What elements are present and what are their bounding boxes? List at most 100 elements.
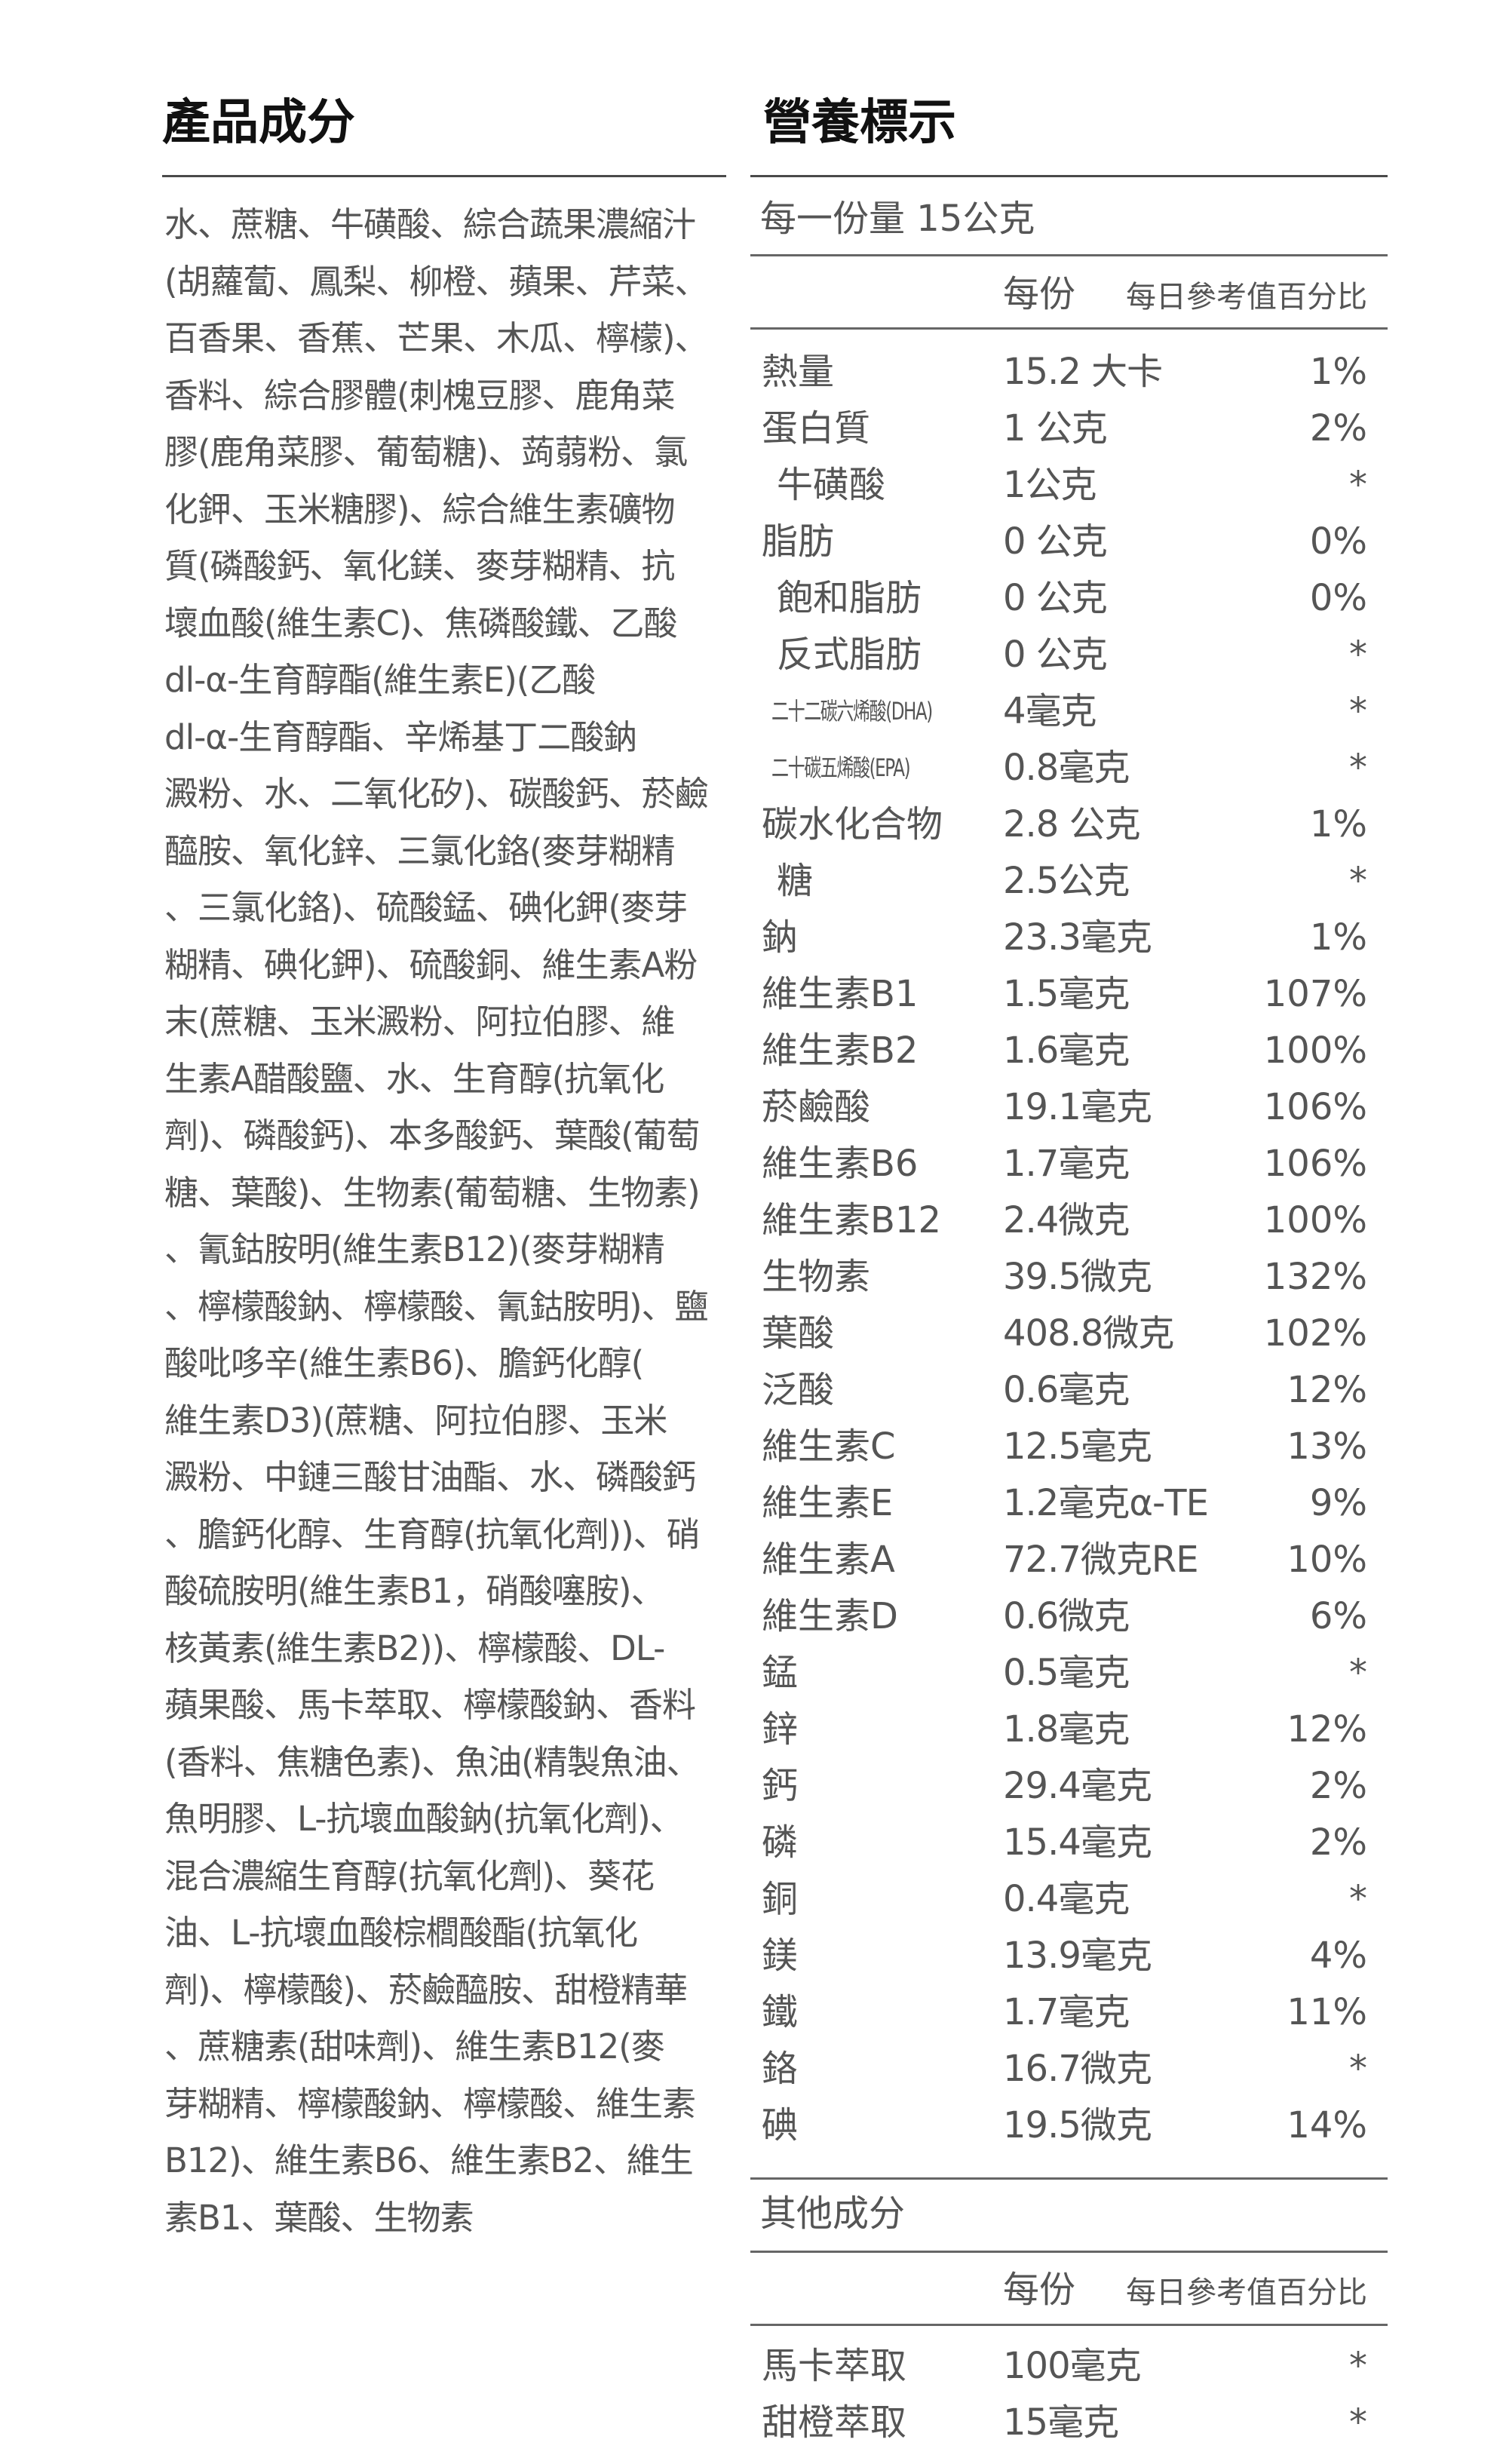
- daily-value-percent: 2%: [1309, 1821, 1367, 1864]
- nutrient-amount: 12.5毫克: [1003, 1425, 1152, 1468]
- nutrient-row: 菸鹼酸 19.1毫克 106%: [750, 1079, 1388, 1136]
- nutrient-amount: 0 公克: [1003, 577, 1108, 619]
- nutrient-row: 熱量 15.2 大卡 1%: [750, 344, 1388, 400]
- ingredients-line: 香料、綜合膠體(刺槐豆膠、鹿角菜: [164, 375, 676, 416]
- daily-value-percent: 106%: [1263, 1086, 1367, 1128]
- daily-value-percent: *: [1349, 464, 1367, 506]
- nutrient-name: 牛磺酸: [777, 464, 886, 506]
- nutrient-amount: 23.3毫克: [1003, 916, 1152, 959]
- daily-value-percent: 14%: [1287, 2104, 1367, 2146]
- nutrient-row: 鋅 1.8毫克 12%: [750, 1701, 1388, 1758]
- ingredients-line: 糖、葉酸)、生物素(葡萄糖、生物素): [164, 1172, 701, 1213]
- ingredients-line: 、檸檬酸鈉、檸檬酸、氰鈷胺明)、鹽: [164, 1286, 709, 1327]
- nutrient-amount: 0 公克: [1003, 520, 1108, 563]
- nutrient-name: 脂肪: [762, 520, 835, 563]
- per-serving-header: 每份: [1003, 273, 1076, 315]
- nutrient-row: 維生素B1 1.5毫克 107%: [750, 966, 1388, 1023]
- nutrient-name: 磷: [762, 1821, 799, 1864]
- nutrient-amount: 29.4毫克: [1003, 1765, 1152, 1807]
- nutrient-row: 甜橙萃取 15毫克 *: [750, 2395, 1388, 2451]
- daily-value-percent: *: [1349, 1652, 1367, 1694]
- daily-value-percent: *: [1349, 747, 1367, 789]
- daily-value-percent: 1%: [1309, 351, 1367, 393]
- daily-value-percent: 4%: [1309, 1935, 1367, 1977]
- nutrient-amount: 0 公克: [1003, 634, 1108, 676]
- nutrition-table: 熱量 15.2 大卡 1% 蛋白質 1 公克 2% 牛磺酸 1公克 * 脂肪 0 公克 0% 飽和脂肪 0…: [750, 344, 1388, 2154]
- ingredients-line: 、氰鈷胺明(維生素B12)(麥芽糊精: [164, 1229, 665, 1269]
- nutrient-row: 磷 15.4毫克 2%: [750, 1815, 1388, 1871]
- ingredients-line: 素B1、葉酸、生物素: [164, 2197, 474, 2238]
- nutrient-row: 碘 19.5微克 14%: [750, 2097, 1388, 2154]
- ingredients-line: 末(蔗糖、玉米澱粉、阿拉伯膠、維: [164, 1002, 676, 1042]
- nutrient-name: 二十二碳六烯酸(DHA): [771, 697, 933, 726]
- nutrient-name: 銅: [762, 1878, 799, 1920]
- nutrient-row: 飽和脂肪 0 公克 0%: [750, 570, 1388, 627]
- ingredients-line: 酸吡哆辛(維生素B6)、膽鈣化醇(: [164, 1343, 644, 1383]
- nutrient-row: 馬卡萃取 100毫克 *: [750, 2338, 1388, 2395]
- divider: [750, 254, 1388, 256]
- ingredients-line: dl-α-生育醇酯(維生素E)(乙酸: [164, 660, 596, 700]
- nutrient-row: 鎂 13.9毫克 4%: [750, 1928, 1388, 1984]
- daily-value-percent: 10%: [1287, 1539, 1367, 1581]
- nutrition-title: 營養標示: [763, 95, 956, 151]
- nutrient-name: 鈉: [762, 916, 799, 959]
- nutrient-name: 維生素D: [762, 1595, 898, 1637]
- ingredients-line: 魚明膠、L-抗壞血酸鈉(抗氧化劑)、: [164, 1799, 684, 1839]
- nutrient-name: 維生素E: [762, 1482, 894, 1524]
- divider: [750, 2177, 1388, 2180]
- nutrient-name: 維生素C: [762, 1425, 896, 1468]
- nutrient-row: 脂肪 0 公克 0%: [750, 514, 1388, 570]
- nutrient-amount: 1.7毫克: [1003, 1991, 1130, 2033]
- divider: [750, 2324, 1388, 2326]
- ingredients-line: 百香果、香蕉、芒果、木瓜、檸檬)、: [164, 318, 709, 358]
- nutrient-name: 維生素A: [762, 1539, 895, 1581]
- ingredients-line: 、蔗糖素(甜味劑)、維生素B12(麥: [164, 2027, 665, 2067]
- ingredients-line: 混合濃縮生育醇(抗氧化劑)、葵花: [164, 1855, 655, 1896]
- nutrient-name: 二十碳五烯酸(EPA): [771, 753, 911, 782]
- nutrient-row: 牛磺酸 1公克 *: [750, 457, 1388, 514]
- ingredients-title: 產品成分: [162, 95, 355, 151]
- nutrient-row: 葉酸 408.8微克 102%: [750, 1306, 1388, 1362]
- nutrient-amount: 2.5公克: [1003, 860, 1130, 902]
- nutrient-row: 維生素B2 1.6毫克 100%: [750, 1023, 1388, 1079]
- nutrient-amount: 72.7微克RE: [1003, 1539, 1199, 1581]
- nutrient-row: 鐵 1.7毫克 11%: [750, 1984, 1388, 2041]
- ingredients-line: 質(磷酸鈣、氧化鎂、麥芽糊精、抗: [164, 546, 676, 586]
- nutrient-amount: 1.2毫克α-TE: [1003, 1482, 1209, 1524]
- daily-value-percent: 106%: [1263, 1143, 1367, 1185]
- ingredients-line: (香料、焦糖色素)、魚油(精製魚油、: [164, 1741, 701, 1782]
- nutrient-row: 銅 0.4毫克 *: [750, 1871, 1388, 1928]
- nutrient-amount: 0.8毫克: [1003, 747, 1130, 789]
- daily-value-percent: 0%: [1309, 577, 1367, 619]
- nutrient-name: 泛酸: [762, 1369, 835, 1411]
- nutrient-amount: 1 公克: [1003, 407, 1108, 450]
- daily-value-percent: 13%: [1287, 1425, 1367, 1468]
- nutrient-amount: 15.2 大卡: [1003, 351, 1163, 393]
- nutrient-amount: 19.5微克: [1003, 2104, 1152, 2146]
- nutrient-name: 生物素: [762, 1256, 871, 1298]
- daily-value-percent: 102%: [1263, 1312, 1367, 1355]
- nutrient-name: 馬卡萃取: [762, 2345, 907, 2387]
- daily-value-percent: 107%: [1263, 973, 1367, 1015]
- ingredients-line: dl-α-生育醇酯、辛烯基丁二酸鈉: [164, 716, 637, 757]
- nutrient-name: 鋅: [762, 1708, 799, 1751]
- daily-value-percent: 9%: [1309, 1482, 1367, 1524]
- daily-value-percent: *: [1349, 1878, 1367, 1920]
- nutrient-amount: 0.6微克: [1003, 1595, 1130, 1637]
- daily-value-percent: 1%: [1309, 803, 1367, 845]
- nutrient-row: 鈣 29.4毫克 2%: [750, 1758, 1388, 1815]
- ingredients-line: 醯胺、氧化鋅、三氯化鉻(麥芽糊精: [164, 830, 676, 871]
- daily-value-percent: 2%: [1309, 1765, 1367, 1807]
- daily-value-percent: 12%: [1287, 1369, 1367, 1411]
- nutrient-amount: 1.6毫克: [1003, 1029, 1130, 1072]
- daily-value-percent: *: [1349, 2345, 1367, 2387]
- daily-value-percent: 100%: [1263, 1199, 1367, 1241]
- nutrient-amount: 16.7微克: [1003, 2048, 1152, 2090]
- ingredients-line: 水、蔗糖、牛磺酸、綜合蔬果濃縮汁: [164, 204, 696, 244]
- nutrient-row: 維生素A 72.7微克RE 10%: [750, 1532, 1388, 1588]
- nutrient-row: 二十碳五烯酸(EPA) 0.8毫克 *: [750, 740, 1388, 796]
- nutrient-row: 泛酸 0.6毫克 12%: [750, 1362, 1388, 1419]
- daily-value-percent: 2%: [1309, 407, 1367, 450]
- nutrient-name: 甜橙萃取: [762, 2401, 907, 2444]
- nutrient-amount: 0.5毫克: [1003, 1652, 1130, 1694]
